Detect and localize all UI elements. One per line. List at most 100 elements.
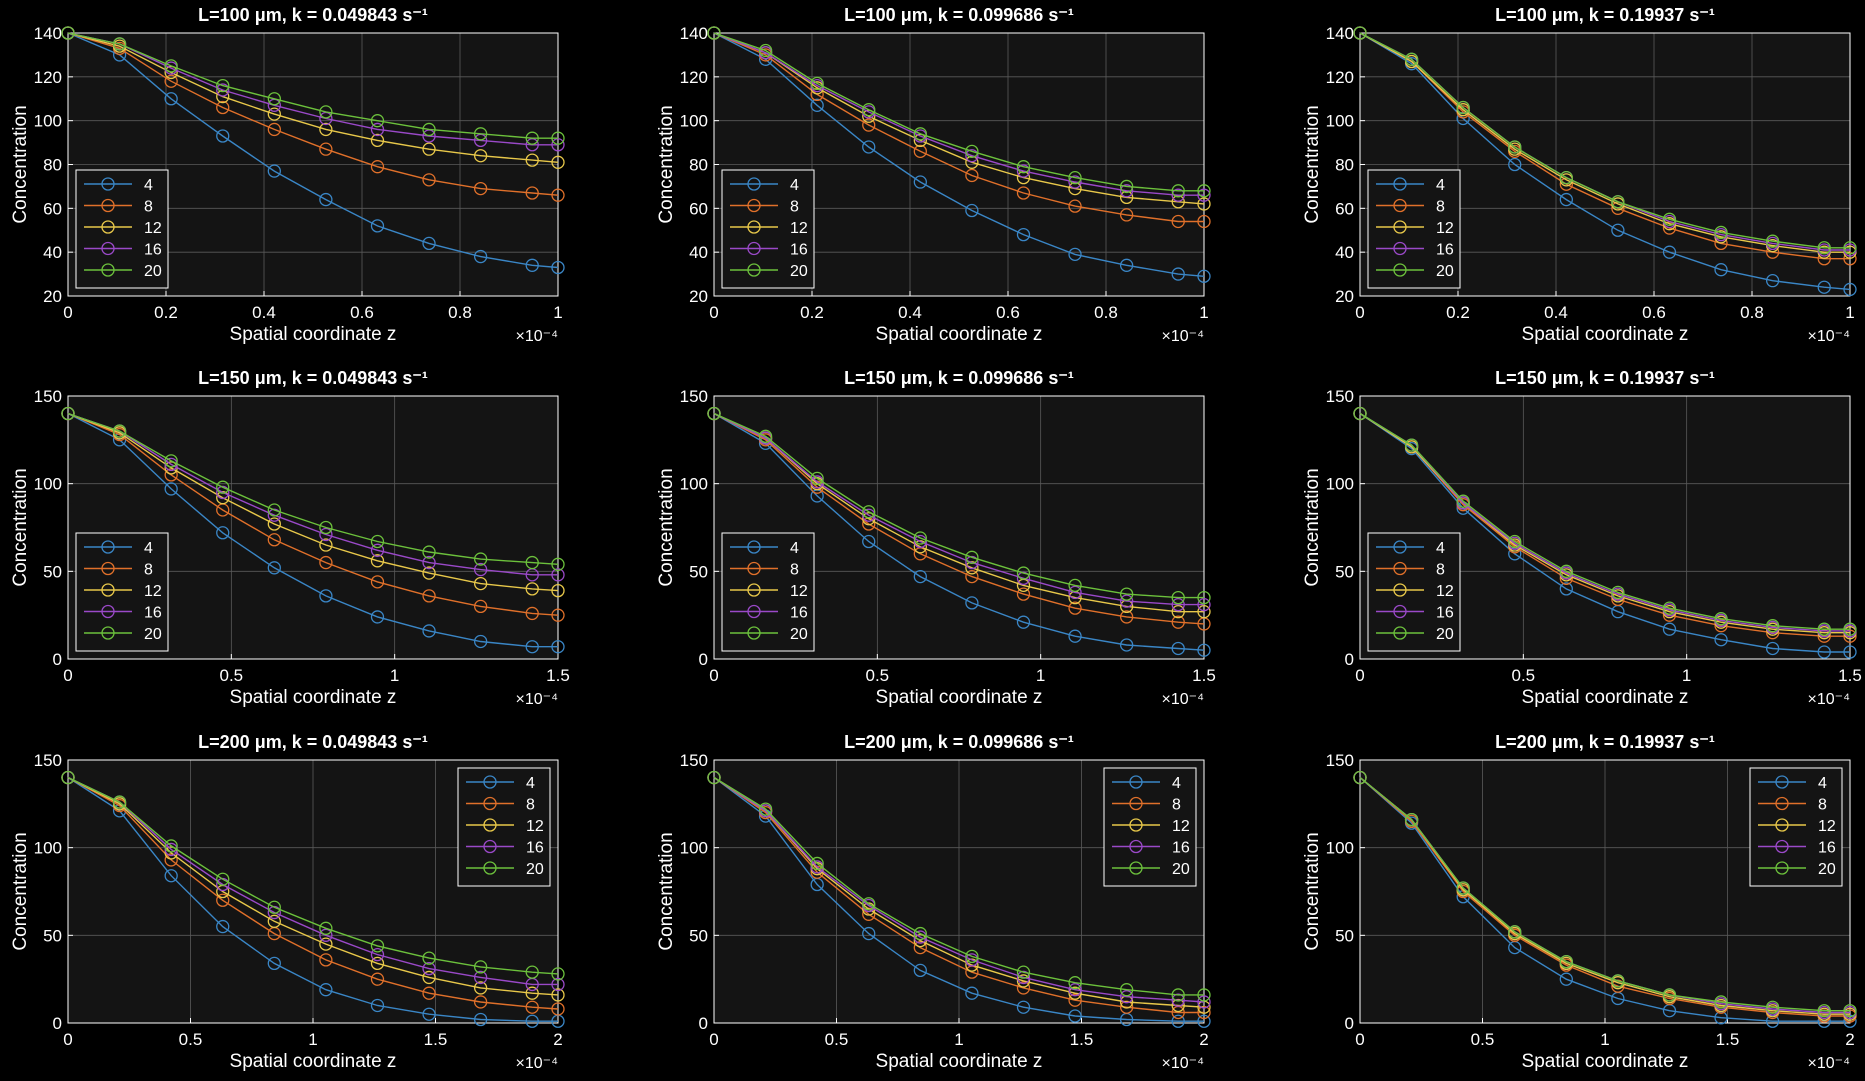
legend-label: 20 [790,626,808,643]
data-point [164,59,178,73]
legend-swatch-marker [101,177,115,191]
y-tick-label: 40 [1335,243,1354,262]
x-tick-label: 1.5 [1716,1030,1740,1049]
data-point [370,534,385,549]
x-tick-label: 0.2 [1446,303,1470,322]
y-tick-label: 20 [1335,287,1354,306]
legend-swatch-marker [1129,839,1143,854]
legend-swatch-marker [1775,839,1789,854]
x-exponent-label: ×10⁻⁴ [1162,328,1205,345]
axes-frame [713,395,1205,660]
data-point [164,92,178,106]
data-point [1662,245,1677,259]
data-point [370,947,385,962]
y-tick-label: 0 [53,1014,62,1033]
legend: 4 8 12 16 20 [1103,767,1197,887]
data-point [1171,605,1185,619]
data-point [1611,974,1625,988]
data-point [1068,170,1082,185]
y-tick-label: 50 [1335,926,1354,945]
y-tick-label: 100 [1326,839,1354,858]
data-point [525,965,539,979]
data-point [1817,241,1831,255]
legend-swatch-marker [747,198,761,213]
series-line-12 [1359,32,1850,253]
data-point [1765,641,1780,656]
data-point [473,181,488,196]
data-point [1611,585,1625,600]
data-point [1016,974,1031,988]
data-point [1353,770,1367,785]
x-tick-label: 0.4 [1544,303,1568,322]
legend: 4 8 12 16 20 [721,532,815,652]
data-point [164,468,178,482]
legend-label: 8 [526,797,535,814]
x-tick-label: 0.2 [154,303,178,322]
legend-label: 20 [790,263,808,280]
data-point [1456,881,1470,895]
data-point [370,610,385,624]
x-tick-label: 1.5 [424,1030,448,1049]
y-axis-label: Concentration [656,468,677,586]
x-tick-label: 1 [1199,303,1208,322]
x-axis-label: Spatial coordinate z [876,687,1043,708]
data-point [1119,258,1134,272]
legend-label: 20 [144,263,162,280]
x-tick-label: 0.5 [866,666,890,685]
legend: 4 8 12 16 20 [1367,532,1461,652]
legend-label: 8 [790,562,799,579]
x-tick-label: 0.6 [1642,303,1666,322]
y-axis-label: Concentration [10,105,31,223]
data-point [1197,590,1211,605]
legend-swatch-marker [101,198,115,213]
data-point [525,1014,539,1028]
data-point [1559,954,1573,969]
data-point [965,168,979,183]
data-point [473,576,488,591]
y-tick-label: 50 [689,926,708,945]
y-tick-label: 60 [43,199,62,218]
x-tick-label: 1 [1600,1030,1609,1049]
data-point [862,140,876,154]
data-point [1016,1000,1031,1014]
data-point [862,118,876,132]
data-point [1817,622,1831,636]
data-point [965,953,979,967]
y-axis-label: Concentration [656,832,677,950]
data-point [1068,175,1082,189]
data-point [913,534,927,549]
x-tick-label: 0.4 [898,303,922,322]
data-point [1353,406,1367,421]
data-point [216,893,230,907]
series-line-12 [713,776,1205,1008]
legend-swatch-marker [1129,796,1143,811]
legend: 4 8 12 16 20 [721,169,815,289]
x-tick-label: 0.5 [220,666,244,685]
y-tick-label: 80 [43,156,62,175]
legend-label: 12 [790,583,808,600]
data-point [319,105,333,119]
data-point [319,527,333,542]
legend-swatch-marker [1393,177,1407,191]
data-point [525,131,539,145]
series-line-4 [1359,776,1850,1022]
data-point [422,173,436,187]
data-point [112,795,127,809]
legend: 4 8 12 16 20 [75,532,169,652]
data-point [1662,988,1677,1002]
data-point [1119,179,1134,194]
legend-swatch-marker [1393,604,1407,619]
series-line-20 [67,32,558,139]
series-line-4 [67,776,558,1022]
x-tick-label: 0 [63,303,72,322]
data-point [1817,645,1831,659]
data-point [319,921,333,935]
x-tick-label: 0 [63,666,72,685]
legend-label: 12 [1818,818,1836,835]
legend-box [1367,532,1461,652]
legend-swatch-marker [101,263,115,277]
data-point [758,43,773,58]
data-point [965,203,979,218]
legend-box [75,532,169,652]
